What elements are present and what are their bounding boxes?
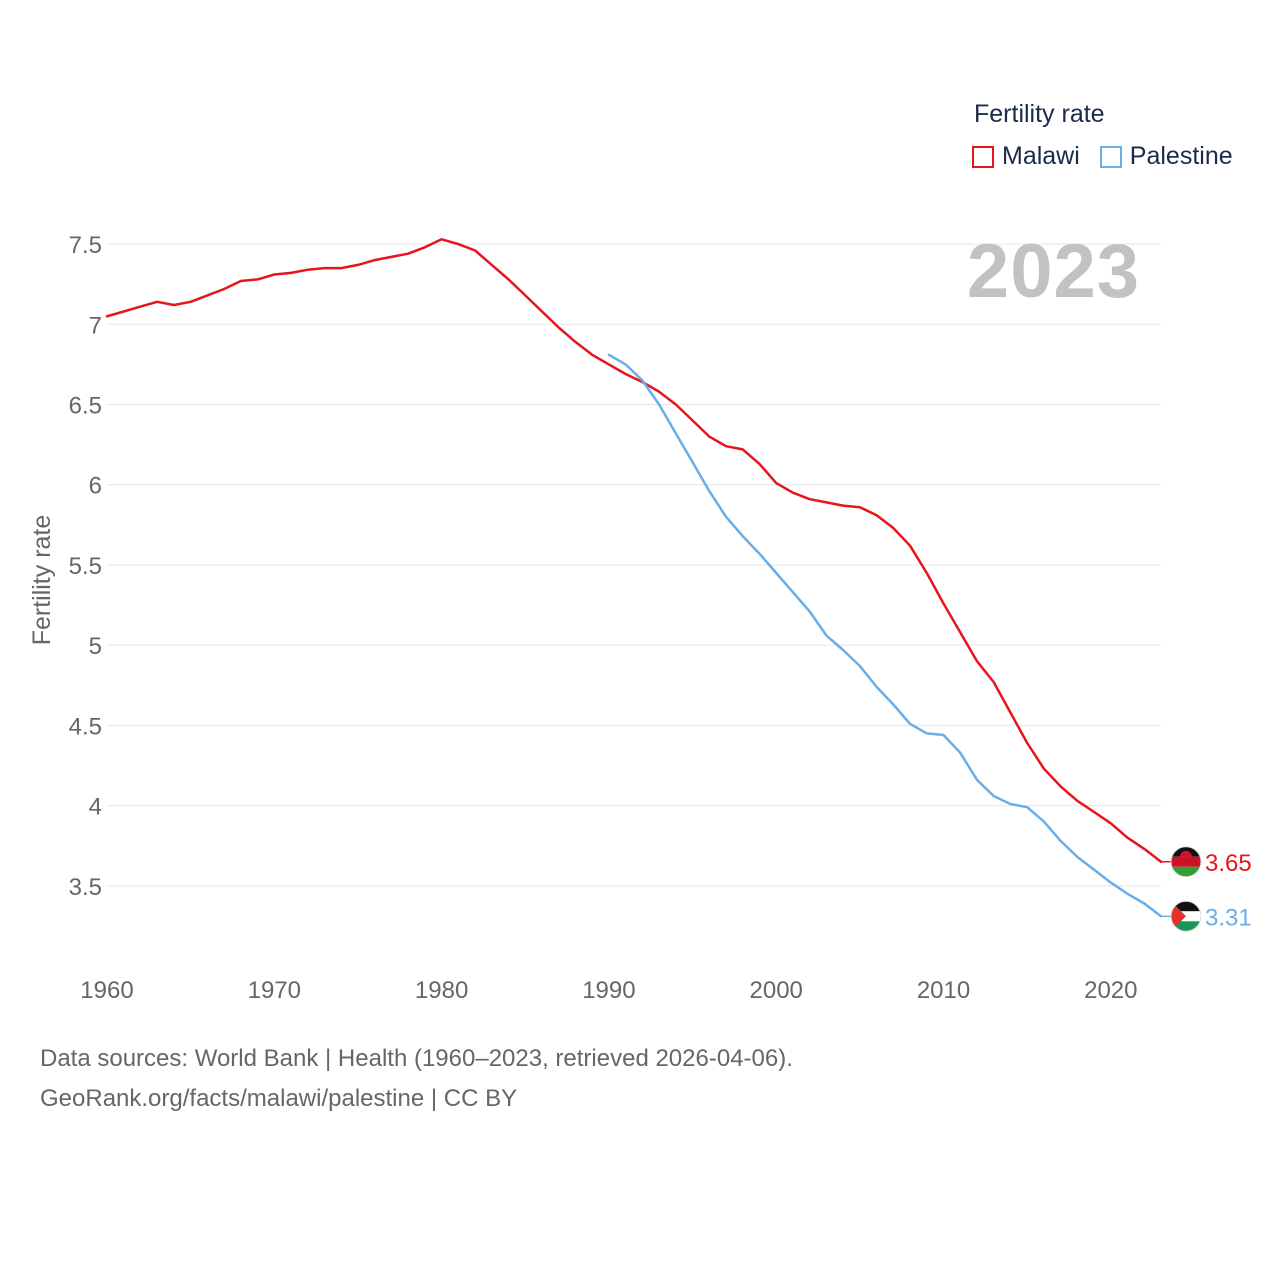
y-axis: 3.5 4 4.5 5 5.5 6 6.5 7 7.5 [69,232,102,901]
y-tick-label: 4 [89,794,102,821]
x-axis: 1960 1970 1980 1990 2000 2010 2020 [80,977,1137,1004]
palestine-flag-icon [1170,900,1202,932]
x-tick-label: 1980 [415,977,468,1004]
x-tick-label: 1970 [248,977,301,1004]
end-value-label-malawi: 3.65 [1205,850,1252,877]
malawi-flag-icon [1170,846,1202,878]
y-tick-label: 6.5 [69,393,102,420]
x-tick-label: 1990 [582,977,635,1004]
x-tick-label: 2000 [750,977,803,1004]
series-line-palestine[interactable] [607,353,1163,918]
y-tick-label: 3.5 [69,874,102,901]
legend-item-malawi[interactable]: Malawi [972,142,1080,171]
series-end-markers: 3.65 3.31 [1161,846,1252,932]
legend-swatch-malawi [972,145,994,168]
y-tick-label: 7.5 [69,232,102,259]
legend-swatch-palestine [1099,145,1122,168]
y-tick-label: 4.5 [69,713,102,740]
y-tick-label: 6 [89,473,102,500]
legend-item-palestine[interactable]: Palestine [1099,142,1233,171]
y-tick-label: 7 [89,312,102,339]
grid-lines [107,243,1161,887]
year-label: 2023 [966,229,1140,314]
x-tick-label: 2020 [1084,977,1137,1004]
legend-label-palestine: Palestine [1129,142,1233,170]
x-tick-label: 1960 [80,977,133,1004]
legend-title: Fertility rate [974,100,1105,128]
legend: Malawi Palestine [972,142,1253,171]
series-lines [105,238,1163,918]
footer-link[interactable]: GeoRank.org/facts/malawi/palestine | CC … [40,1085,518,1112]
y-axis-label: Fertility rate [28,515,56,646]
series-line-malawi[interactable] [105,238,1163,864]
y-tick-label: 5.5 [69,553,102,580]
legend-label-malawi: Malawi [1002,142,1080,170]
end-value-label-palestine: 3.31 [1205,904,1252,931]
y-tick-label: 5 [89,633,102,660]
x-tick-label: 2010 [917,977,970,1004]
footer-sources: Data sources: World Bank | Health (1960–… [40,1045,793,1072]
